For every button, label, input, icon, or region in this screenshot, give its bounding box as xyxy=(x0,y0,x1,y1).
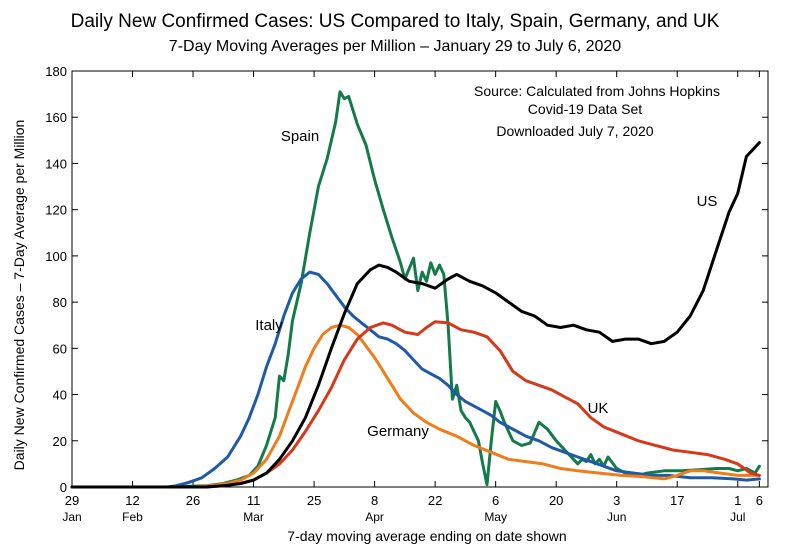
y-tick-label: 120 xyxy=(45,203,67,218)
y-tick-label: 60 xyxy=(53,341,67,356)
x-tick-label: 29 xyxy=(65,493,79,508)
y-tick-label: 80 xyxy=(53,295,67,310)
x-month-label: Mar xyxy=(243,510,264,524)
x-axis: 29 Jan 12 Feb 26 11 Mar 25 8 Apr 22 6 May 20 3 Jun 17 1 Ju… xyxy=(62,71,763,524)
series-line-us xyxy=(70,141,761,489)
chart-subtitle: 7-Day Moving Averages per Million – Janu… xyxy=(169,38,622,55)
series-line-germany xyxy=(70,323,761,489)
y-tick-label: 160 xyxy=(45,110,67,125)
y-tick-label: 0 xyxy=(60,480,67,495)
x-month-label: May xyxy=(484,510,507,524)
source-line-2: Covid-19 Data Set xyxy=(528,101,643,117)
series-line-uk xyxy=(70,320,761,489)
series-line-italy xyxy=(70,270,761,489)
series-line-spain xyxy=(70,90,761,489)
y-tick-label: 180 xyxy=(45,64,67,79)
x-tick-label: 6 xyxy=(492,493,499,508)
y-tick-label: 100 xyxy=(45,249,67,264)
x-tick-label: 3 xyxy=(613,493,620,508)
x-tick-label: 25 xyxy=(307,493,321,508)
y-tick-label: 140 xyxy=(45,156,67,171)
source-line-3: Downloaded July 7, 2020 xyxy=(496,123,653,139)
series-label-germany: Germany xyxy=(367,423,429,440)
y-tick-label: 20 xyxy=(53,434,67,449)
series-label-uk: UK xyxy=(588,400,609,417)
plot-area xyxy=(71,70,769,488)
series-label-spain: Spain xyxy=(281,128,319,145)
x-tick-label: 12 xyxy=(125,493,139,508)
x-month-label: Apr xyxy=(365,510,384,524)
x-tick-label: 8 xyxy=(371,493,378,508)
x-month-label: Jun xyxy=(607,510,626,524)
chart-title: Daily New Confirmed Cases: US Compared t… xyxy=(71,11,720,32)
x-month-label: Jul xyxy=(730,510,745,524)
series-lines xyxy=(70,90,761,489)
series-label-italy: Italy xyxy=(255,317,283,334)
series-label-us: US xyxy=(697,193,718,210)
x-tick-label: 11 xyxy=(247,493,261,508)
series-labels: Spain Italy Germany UK US xyxy=(255,128,717,440)
y-axis-label: Daily New Confirmed Cases – 7-Day Averag… xyxy=(11,120,27,471)
y-axis: 0 20 40 60 80 100 120 140 160 180 xyxy=(45,64,768,495)
x-tick-label: 17 xyxy=(670,493,684,508)
x-tick-label: 26 xyxy=(186,493,200,508)
x-tick-label: 20 xyxy=(549,493,563,508)
x-tick-label: 22 xyxy=(428,493,442,508)
source-line-1: Source: Calculated from Johns Hopkins xyxy=(474,83,720,99)
x-tick-label: 1 xyxy=(734,493,741,508)
x-axis-label: 7-day moving average ending on date show… xyxy=(287,528,566,544)
x-month-label: Jan xyxy=(62,510,81,524)
y-tick-label: 40 xyxy=(53,388,67,403)
x-tick-label: 6 xyxy=(756,493,763,508)
x-month-label: Feb xyxy=(122,510,143,524)
source-annotation: Source: Calculated from Johns Hopkins Co… xyxy=(474,83,720,139)
